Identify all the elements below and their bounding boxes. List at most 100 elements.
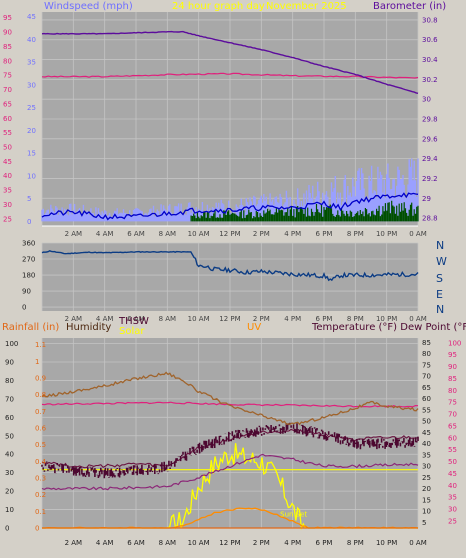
wind-direction-panel: 360 270 180 90 0 N W S E N <box>22 239 447 316</box>
humidity-tick: 90 <box>5 358 14 366</box>
wind-left-tick-outer: 70 <box>3 86 12 94</box>
direction-left-tick: 360 <box>22 240 35 248</box>
wind-left-tick-outer: 85 <box>3 43 12 51</box>
wind-left-tick-outer: 45 <box>3 158 12 166</box>
rain-tick: 0.8 <box>35 391 46 399</box>
direction-x-tick: 10 PM <box>376 315 397 323</box>
barometer-tick: 28.8 <box>422 215 438 223</box>
direction-left-axis: 360 270 180 90 0 <box>22 240 35 312</box>
temperature-tick-outer: 45 <box>448 470 457 478</box>
temperature-tick-inner: 30 <box>422 463 431 471</box>
temperature-panel: Sun Set 1.1 1 0.9 0.8 0.7 0.6 0.5 0.4 0.3 0.2 0.1 0… <box>2 316 466 547</box>
wind-x-axis: 2 AM 4 AM 6 AM 8 AM 10 AM 12 PM 2 PM 4 PM 6 PM 8 … <box>65 230 427 323</box>
temperature-x-tick: 0 AM <box>409 539 427 547</box>
temperature-x-tick: 4 AM <box>96 539 114 547</box>
direction-x-tick: 6 PM <box>316 315 333 323</box>
rain-tick: 0.1 <box>35 508 46 516</box>
temperature-x-tick: 10 AM <box>188 539 210 547</box>
wind-x-tick: 6 AM <box>127 230 145 238</box>
humidity-tick: 50 <box>5 432 14 440</box>
rain-tick: 1 <box>35 358 39 366</box>
wind-left-tick-outer: 90 <box>3 29 12 37</box>
wind-left-tick-inner: 30 <box>27 81 36 89</box>
temperature-tick-inner: 40 <box>422 440 431 448</box>
barometer-axis: 30.8 30.6 30.4 30.2 30 29.8 29.6 29.4 29.2 29 28.8 <box>422 16 438 222</box>
wind-left-tick-outer: 30 <box>3 201 12 209</box>
barometer-tick: 29.4 <box>422 155 438 163</box>
wind-left-tick-inner: 45 <box>27 13 36 21</box>
solar-title: Solar <box>119 326 145 337</box>
compass-n-top: N <box>436 239 444 252</box>
direction-x-tick: 12 PM <box>219 315 240 323</box>
temperature-x-tick: 8 PM <box>347 539 364 547</box>
temperature-tick-inner: 20 <box>422 485 431 493</box>
wind-left-tick-outer: 55 <box>3 129 12 137</box>
temperature-axis-outer: 100 95 90 85 80 75 70 65 60 55 50 45 40 35 30 25 <box>448 339 461 525</box>
direction-x-tick: 2 PM <box>253 315 270 323</box>
rain-tick: 0.9 <box>35 375 46 383</box>
temperature-tick-outer: 25 <box>448 517 457 525</box>
rain-tick: 1.1 <box>35 341 46 349</box>
temperature-tick-inner: 85 <box>422 339 431 347</box>
magenta-series <box>41 72 419 79</box>
temperature-series: Sun Set <box>41 371 419 531</box>
temperature-x-tick: 12 PM <box>219 539 240 547</box>
direction-left-tick: 90 <box>22 288 31 296</box>
rain-tick: 0.2 <box>35 491 46 499</box>
wind-gust-series <box>41 192 419 221</box>
temperature-tick-outer: 100 <box>448 339 461 347</box>
wind-x-tick: 6 PM <box>316 230 333 238</box>
humidity-tick: 30 <box>5 469 14 477</box>
humidity-title: Humidity <box>66 322 111 333</box>
wind-left-tick-inner: 35 <box>27 59 36 67</box>
temperature-tick-inner: 10 <box>422 508 431 516</box>
temperature-x-tick: 2 AM <box>65 539 83 547</box>
barometer-title: Barometer (in) <box>373 1 446 12</box>
wind-x-tick: 8 PM <box>347 230 364 238</box>
direction-left-tick: 270 <box>22 256 35 264</box>
wind-x-tick: 4 PM <box>284 230 301 238</box>
direction-x-tick: 4 PM <box>284 315 301 323</box>
temperature-x-tick: 8 AM <box>159 539 177 547</box>
humidity-tick: 20 <box>5 488 14 496</box>
wind-left-axis-inner: 45 40 35 30 25 20 15 10 5 0 <box>27 13 36 226</box>
barometer-tick: 29.8 <box>422 116 438 124</box>
direction-left-tick: 0 <box>22 304 26 312</box>
rainfall-title: Rainfall (in) <box>2 322 59 333</box>
temperature-x-tick: 4 PM <box>284 539 301 547</box>
avg-wind-series <box>190 200 419 222</box>
wind-left-tick-outer: 80 <box>3 57 12 65</box>
temperature-tick-outer: 95 <box>448 351 457 359</box>
humidity-tick: 80 <box>5 377 14 385</box>
direction-x-tick: 8 AM <box>159 315 177 323</box>
wind-left-tick-inner: 10 <box>27 172 36 180</box>
direction-x-tick: 4 AM <box>96 315 114 323</box>
wind-x-tick: 2 AM <box>65 230 83 238</box>
wind-x-tick: 10 PM <box>376 230 397 238</box>
temperature-tick-inner: 55 <box>422 406 431 414</box>
barometer-tick: 30.4 <box>422 56 438 64</box>
direction-x-tick: 2 AM <box>65 315 83 323</box>
windspeed-title: Windspeed (mph) <box>44 1 133 12</box>
temperature-x-tick: 10 PM <box>376 539 397 547</box>
temperature-series <box>41 422 419 479</box>
humidity-series <box>41 371 419 426</box>
wind-left-tick-outer: 25 <box>3 215 12 223</box>
rain-tick: 0.5 <box>35 441 46 449</box>
compass-w: W <box>436 255 447 268</box>
barometer-tick: 30.6 <box>422 36 438 44</box>
compass-n-bottom: N <box>436 303 444 316</box>
thsw-title: THSW <box>118 316 149 327</box>
wind-left-tick-inner: 40 <box>27 36 36 44</box>
temperature-tick-inner: 60 <box>422 395 431 403</box>
direction-series <box>41 250 419 282</box>
temperature-tick-outer: 35 <box>448 494 457 502</box>
wind-left-tick-outer: 75 <box>3 72 12 80</box>
wind-left-tick-inner: 25 <box>27 104 36 112</box>
temperature-tick-outer: 70 <box>448 411 457 419</box>
temperature-tick-outer: 60 <box>448 434 457 442</box>
temperature-tick-inner: 15 <box>422 496 431 504</box>
wind-left-tick-outer: 95 <box>3 14 12 22</box>
